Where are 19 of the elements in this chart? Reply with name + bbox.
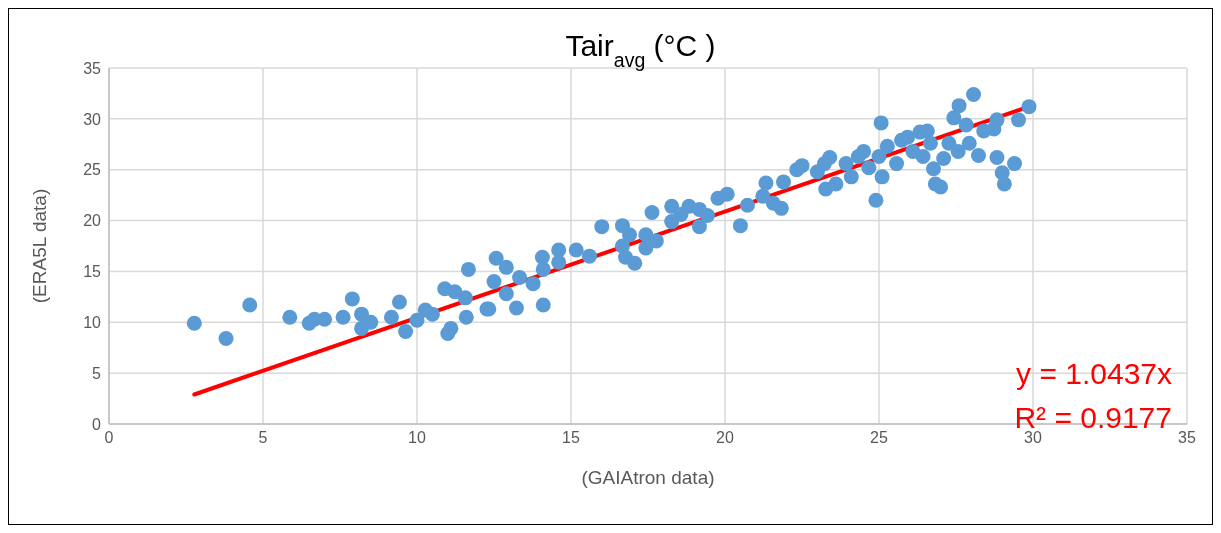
x-axis-title: (GAIAtron data) (581, 467, 715, 488)
x-tick-label: 0 (104, 429, 114, 447)
chart-title: Tair$_{avg}$ (°C ) (565, 29, 716, 71)
y-tick-label: 0 (92, 415, 102, 433)
y-tick-label: 35 (83, 59, 102, 77)
y-tick-label: 10 (83, 313, 102, 331)
x-tick-label: 10 (408, 429, 426, 447)
x-tick-label: 35 (1178, 429, 1196, 447)
x-tick-label: 15 (562, 429, 580, 447)
x-tick-label: 25 (870, 429, 888, 447)
annotation: y = 1.0437x (1016, 357, 1172, 390)
y-tick-label: 20 (83, 212, 102, 230)
y-tick-label: 25 (83, 161, 102, 179)
y-tick-label: 5 (92, 364, 102, 382)
y-tick-label: 30 (83, 110, 102, 128)
y-tick-label: 15 (83, 263, 102, 281)
y-axis-title: (ERA5L data) (28, 188, 50, 304)
x-tick-label: 5 (258, 429, 268, 447)
x-tick-label: 20 (716, 429, 734, 447)
